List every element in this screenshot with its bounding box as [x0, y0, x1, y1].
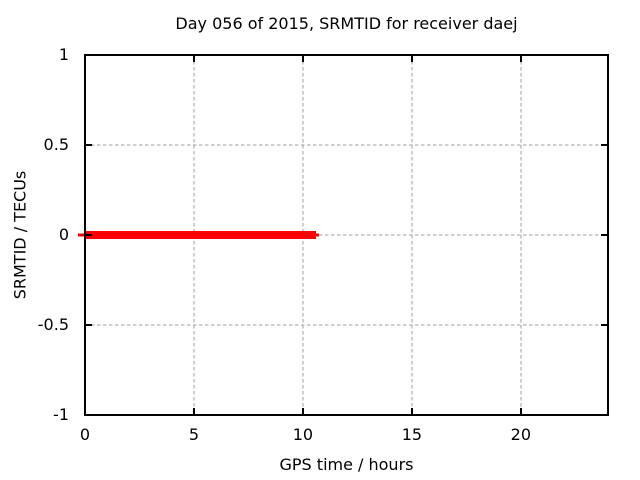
y-tick-label: -1 — [53, 405, 69, 424]
y-tick-label: 1 — [58, 45, 69, 64]
x-axis-label: GPS time / hours — [279, 455, 414, 474]
line-end-cap-right — [315, 233, 319, 237]
data-series-line — [85, 231, 316, 239]
line-end-cap-left — [78, 233, 85, 237]
chart-title: Day 056 of 2015, SRMTID for receiver dae… — [175, 14, 518, 33]
x-tick-label: 15 — [401, 425, 423, 444]
y-tick-label: -0.5 — [37, 315, 69, 334]
y-tick-label: 0.5 — [43, 135, 69, 154]
x-tick-label: 0 — [79, 425, 91, 444]
y-tick-label: 0 — [58, 225, 69, 244]
y-axis-label: SRMTID / TECUs — [10, 170, 30, 300]
x-tick-label: 5 — [188, 425, 200, 444]
x-tick-label: 20 — [510, 425, 531, 444]
x-tick-label: 10 — [292, 425, 314, 444]
